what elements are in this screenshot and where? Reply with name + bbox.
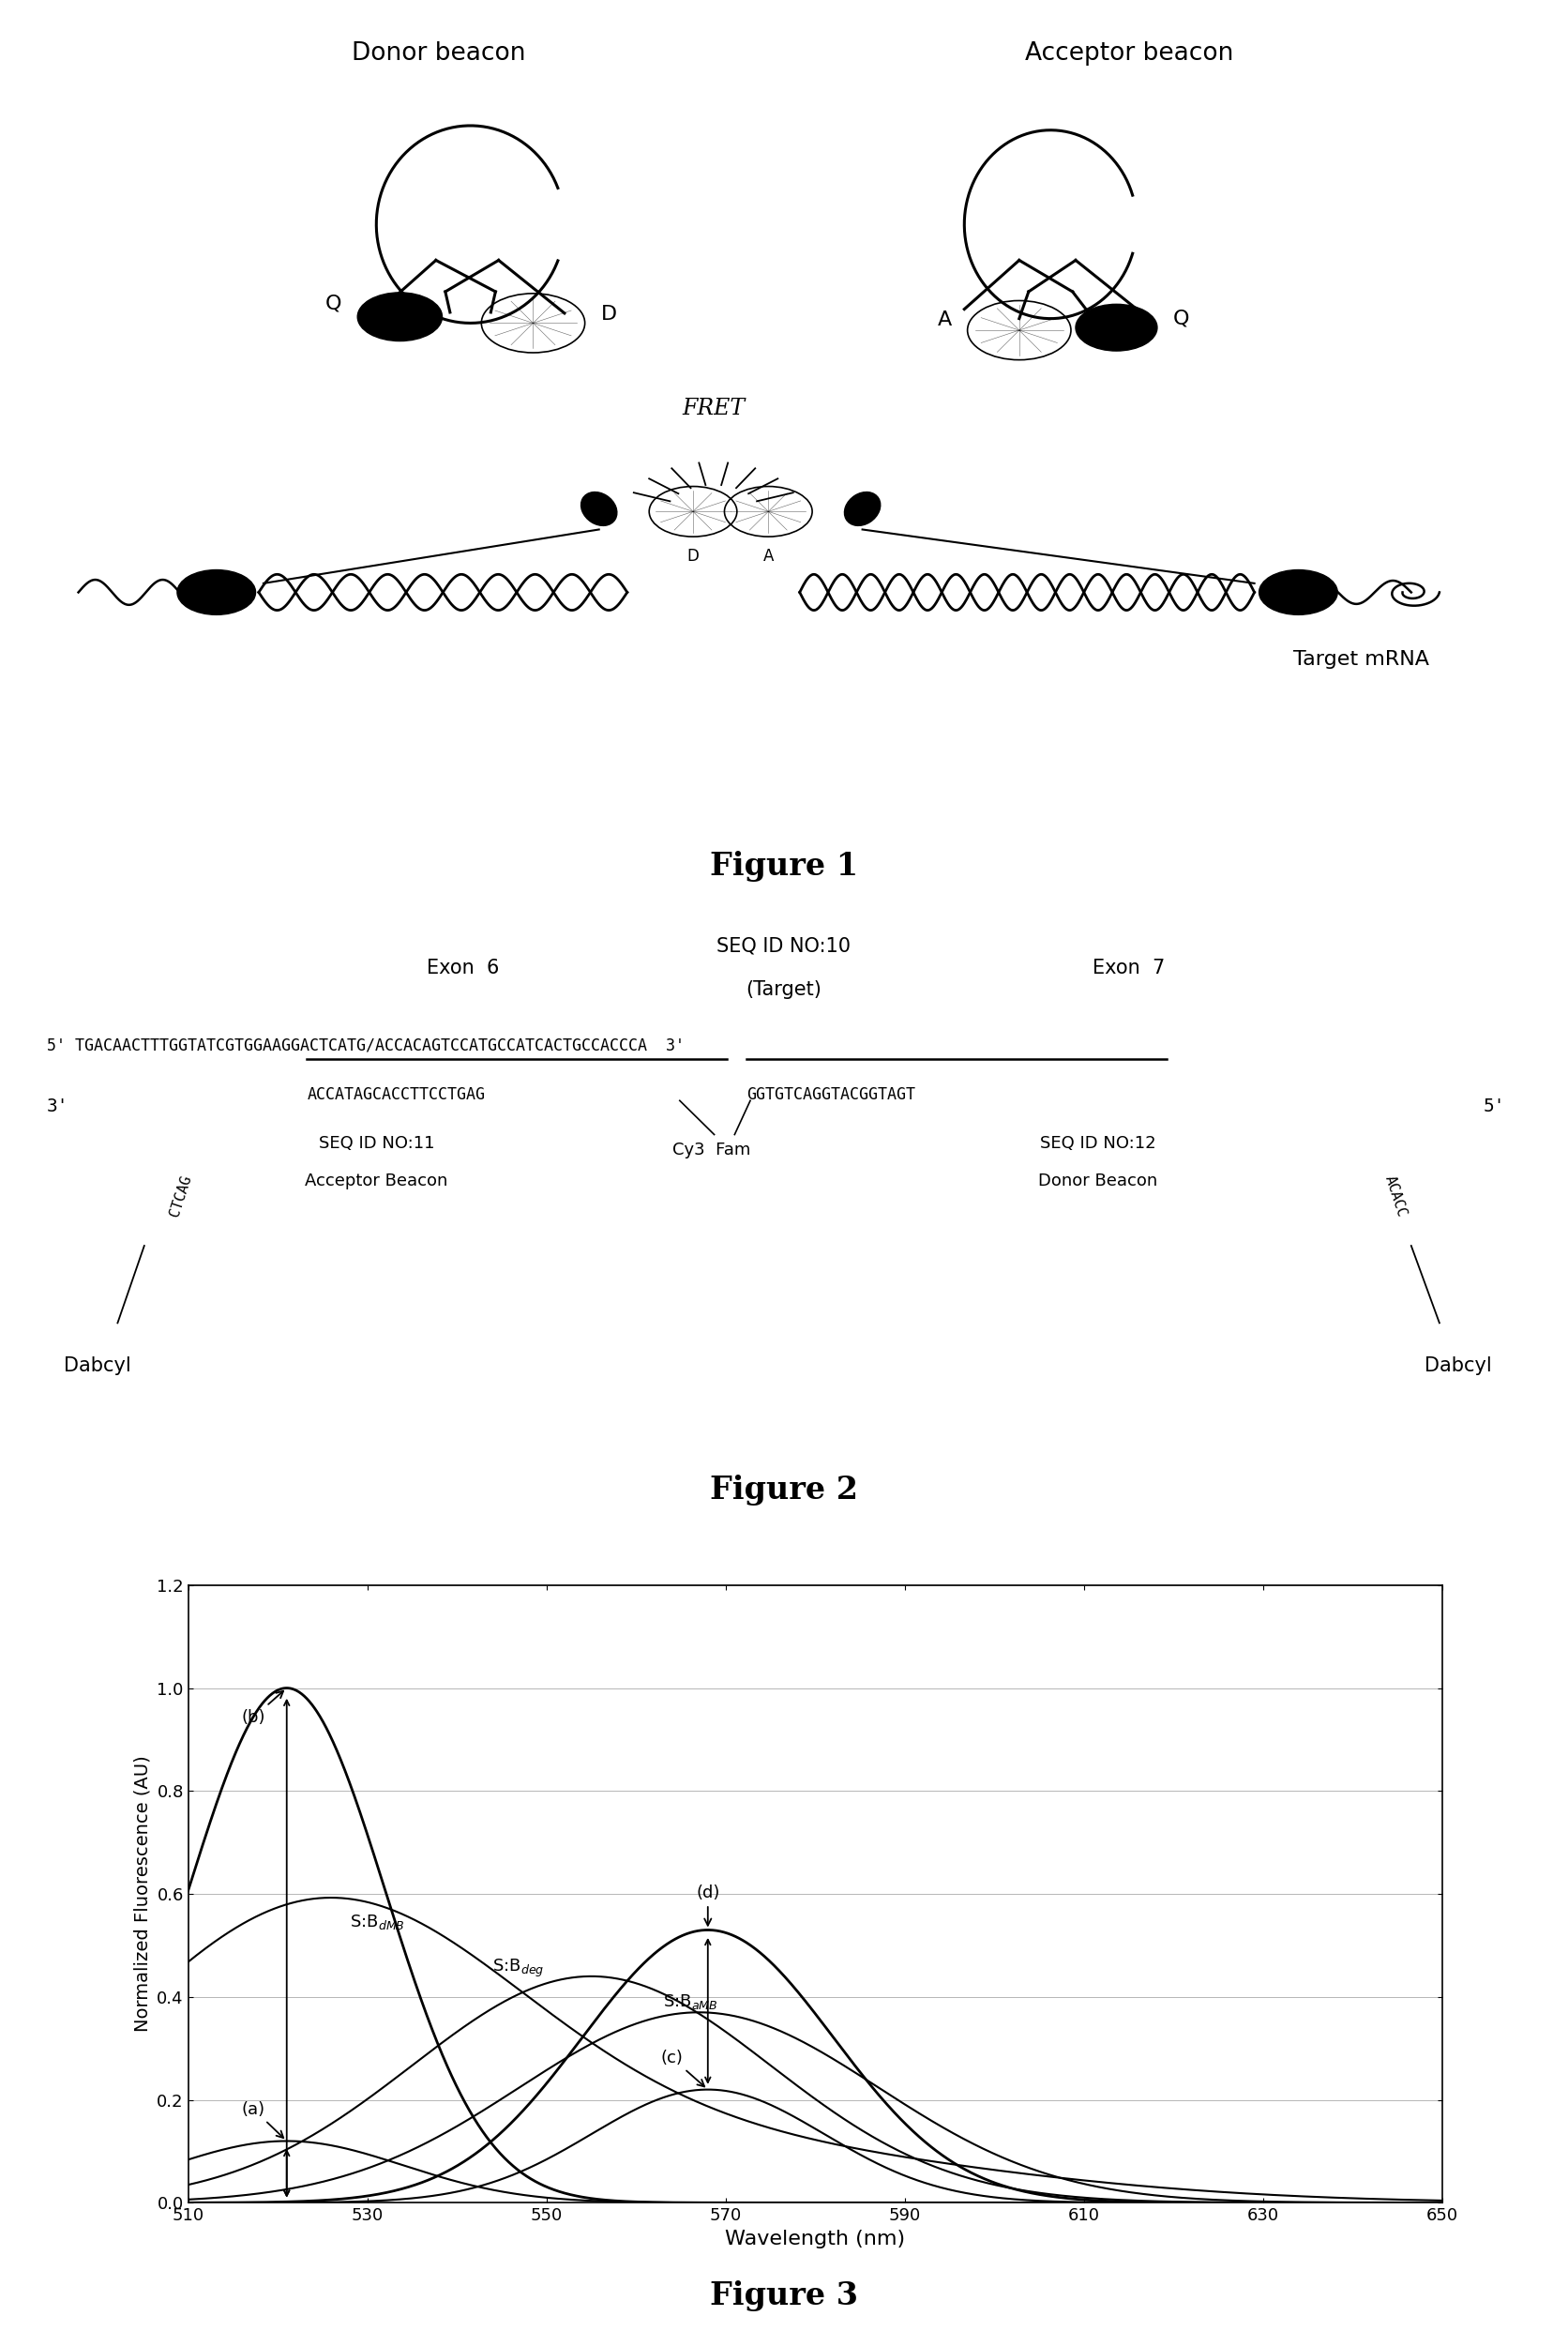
Ellipse shape [845, 492, 880, 527]
Text: SEQ ID NO:12: SEQ ID NO:12 [1040, 1135, 1156, 1152]
Text: Acceptor Beacon: Acceptor Beacon [304, 1172, 448, 1189]
Text: Figure 1: Figure 1 [710, 851, 858, 881]
Text: Donor Beacon: Donor Beacon [1038, 1172, 1157, 1189]
Ellipse shape [582, 492, 616, 527]
Text: S:B$_{aMB}$: S:B$_{aMB}$ [663, 1993, 718, 2012]
Circle shape [177, 569, 256, 615]
Text: Target mRNA: Target mRNA [1294, 650, 1430, 669]
Text: 5': 5' [1483, 1098, 1505, 1117]
Text: GGTGTCAGGTACGGTAGT: GGTGTCAGGTACGGTAGT [746, 1086, 916, 1103]
Circle shape [1076, 305, 1157, 352]
Text: A: A [764, 548, 773, 564]
Text: Cy3  Fam: Cy3 Fam [673, 1142, 750, 1159]
Text: (a): (a) [241, 2100, 284, 2138]
X-axis label: Wavelength (nm): Wavelength (nm) [726, 2228, 905, 2247]
Text: CTCAG: CTCAG [168, 1175, 193, 1219]
Y-axis label: Normalized Fluorescence (AU): Normalized Fluorescence (AU) [133, 1755, 152, 2033]
Text: (Target): (Target) [746, 979, 822, 998]
Text: Q: Q [326, 294, 342, 312]
Text: Dabcyl: Dabcyl [1425, 1357, 1491, 1375]
Text: (c): (c) [660, 2049, 704, 2086]
Text: Acceptor beacon: Acceptor beacon [1025, 42, 1232, 65]
Text: Figure 3: Figure 3 [710, 2280, 858, 2312]
Text: (d): (d) [696, 1886, 720, 1925]
Text: Figure 2: Figure 2 [710, 1473, 858, 1506]
Text: Exon  6: Exon 6 [426, 958, 499, 977]
Text: D: D [601, 305, 616, 324]
Text: Q: Q [1173, 310, 1189, 329]
Text: 5' TGACAACTTTGGTATCGTGGAAGGACTCATG/ACCACAGTCCATGCCATCACTGCCACCCA  3': 5' TGACAACTTTGGTATCGTGGAAGGACTCATG/ACCAC… [47, 1037, 685, 1054]
Text: ACACC: ACACC [1383, 1175, 1408, 1219]
Text: D: D [687, 548, 699, 564]
Circle shape [358, 294, 442, 340]
Text: SEQ ID NO:10: SEQ ID NO:10 [717, 937, 851, 956]
Text: Donor beacon: Donor beacon [353, 42, 525, 65]
Text: SEQ ID NO:11: SEQ ID NO:11 [318, 1135, 434, 1152]
Text: 3': 3' [47, 1098, 69, 1117]
Text: ACCATAGCACCTTCCTGAG: ACCATAGCACCTTCCTGAG [307, 1086, 485, 1103]
Text: S:B$_{dMB}$: S:B$_{dMB}$ [350, 1914, 405, 1932]
Text: S:B$_{deg}$: S:B$_{deg}$ [492, 1958, 544, 1979]
Text: FRET: FRET [682, 399, 745, 420]
Text: Dabcyl: Dabcyl [64, 1357, 130, 1375]
Text: Exon  7: Exon 7 [1093, 958, 1165, 977]
Text: A: A [938, 310, 952, 329]
Text: (b): (b) [241, 1690, 284, 1725]
Circle shape [1259, 569, 1338, 615]
